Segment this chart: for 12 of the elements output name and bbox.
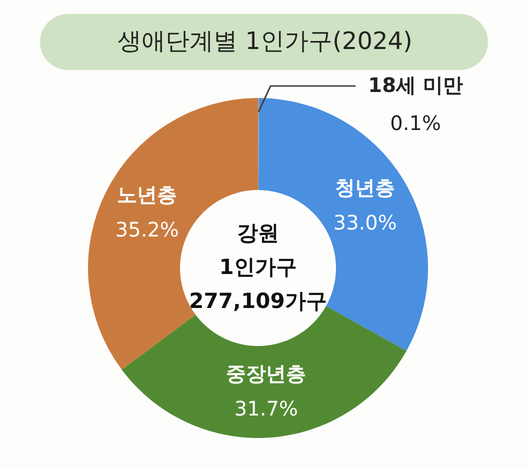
slice-label: 청년층	[335, 176, 396, 200]
data-label: 35.2%	[115, 217, 179, 242]
text: 강원	[237, 221, 279, 245]
chart-title: 생애단계별 1인가구(2024)	[118, 27, 412, 55]
slice-label: 노년층	[117, 182, 178, 206]
data-label: 31.7%	[234, 396, 298, 421]
text: 277,109가구	[189, 289, 327, 313]
text: 1인가구	[219, 255, 297, 279]
data-label: 0.1%	[390, 111, 441, 135]
slice-label: 중장년층	[226, 362, 306, 386]
data-label: 33.0%	[333, 210, 397, 235]
slice-label: 18세 미만	[368, 73, 463, 97]
